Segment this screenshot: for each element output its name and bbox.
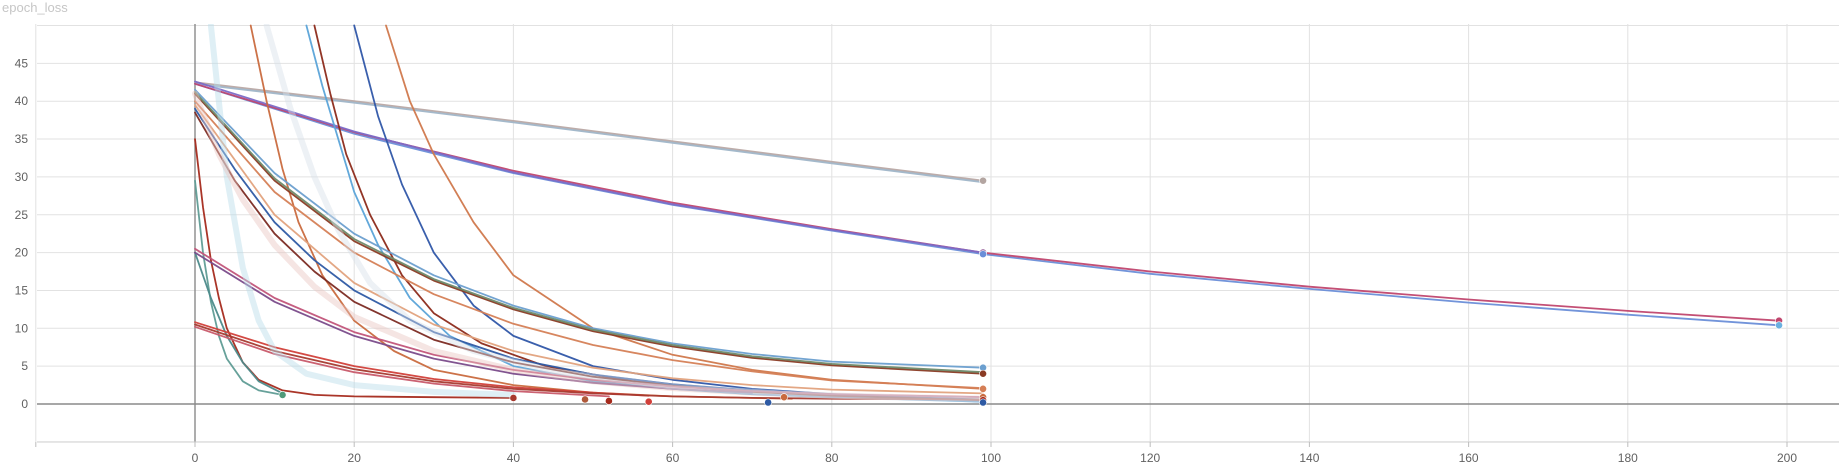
y-tick-label: 30 [15, 170, 29, 184]
y-tick-label: 0 [21, 397, 28, 411]
series-line-10 [194, 88, 984, 369]
series-line-25 [207, 24, 517, 398]
series-line-14 [194, 104, 984, 395]
series-line-1 [194, 82, 984, 184]
chart-title: epoch_loss [2, 0, 68, 15]
end-marker-14 [605, 397, 613, 405]
series-line-24 [194, 325, 610, 398]
x-tick-label: 140 [1299, 451, 1319, 465]
x-tick-label: 60 [666, 451, 680, 465]
series-line-3 [194, 82, 1780, 322]
series-line-6 [305, 24, 984, 403]
end-marker-0 [979, 176, 987, 185]
series-line-4 [194, 80, 984, 254]
end-marker-10 [1775, 321, 1783, 330]
x-tick-label: 120 [1140, 451, 1160, 465]
y-tick-label: 5 [21, 359, 28, 373]
end-marker-5 [979, 384, 987, 393]
series-line-20 [194, 247, 984, 399]
end-marker-8 [979, 398, 987, 407]
series-line-16 [194, 111, 984, 402]
y-tick-label: 25 [15, 208, 29, 222]
series-line-11 [194, 92, 984, 375]
end-marker-16 [764, 398, 773, 407]
series-line-2 [194, 82, 1780, 327]
series-line-8 [313, 24, 793, 395]
series-line-13 [194, 100, 984, 389]
x-tick-label: 200 [1777, 451, 1797, 465]
series-line-12 [194, 91, 984, 374]
y-tick-label: 40 [15, 94, 29, 108]
y-tick-label: 35 [15, 132, 29, 146]
series-line-19 [194, 251, 284, 395]
end-marker-12 [509, 394, 518, 402]
end-markers [278, 176, 1783, 407]
series-line-18 [194, 179, 284, 396]
series-lines [192, 24, 1780, 403]
end-marker-13 [581, 395, 589, 404]
series-line-9 [385, 24, 984, 390]
series-line-27 [263, 24, 986, 403]
x-tick-label: 0 [192, 451, 199, 465]
y-tick-label: 10 [15, 321, 29, 335]
end-marker-11 [278, 391, 287, 399]
grid [35, 24, 1839, 447]
tick-labels: 0 5 10 15 20 25 30 35 40 45 0 20 40 60 80 100 120 140 160 1… [15, 56, 1798, 465]
x-tick-label: 160 [1459, 451, 1479, 465]
series-line-26 [192, 90, 986, 402]
x-tick-label: 100 [981, 451, 1001, 465]
y-tick-label: 20 [15, 246, 29, 260]
x-tick-label: 80 [825, 451, 839, 465]
y-tick-label: 15 [15, 283, 29, 297]
end-marker-2 [979, 250, 987, 259]
y-tick-label: 45 [15, 56, 29, 70]
series-line-0 [194, 81, 984, 182]
series-line-23 [194, 323, 984, 401]
series-line-21 [194, 251, 754, 394]
end-marker-4 [979, 369, 987, 378]
x-tick-label: 20 [348, 451, 362, 465]
x-tick-label: 40 [507, 451, 521, 465]
end-marker-15 [644, 397, 653, 406]
end-marker-17 [780, 393, 788, 402]
x-tick-label: 180 [1618, 451, 1638, 465]
